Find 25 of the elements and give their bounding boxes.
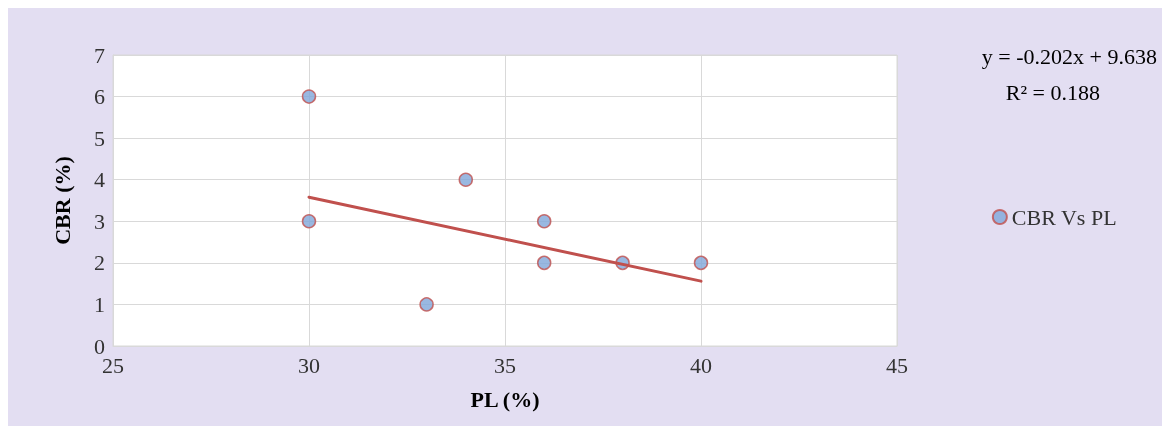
y-tick-label: 6 (94, 84, 105, 110)
y-tick-label: 2 (94, 250, 105, 276)
point (693, 255, 709, 271)
text: y = -0.202x + 9.638 (981, 43, 1157, 69)
x-tick-label: 40 (690, 352, 712, 378)
x-axis-title: PL (%) (470, 386, 540, 412)
point (536, 255, 552, 271)
x-tick-label: 25 (102, 352, 124, 378)
y-tick-label: 5 (94, 125, 105, 151)
y-tick-label: 7 (94, 42, 105, 68)
x-tick-label: 45 (886, 352, 908, 378)
point (458, 172, 474, 187)
y-tick-label: 3 (94, 208, 105, 234)
y-axis-title: CBR (%) (49, 156, 75, 245)
point (301, 214, 317, 229)
y-tick-label: 4 (94, 167, 105, 193)
point (536, 214, 552, 229)
x-tick-label: 35 (494, 352, 516, 378)
legend-label: CBR Vs PL (1011, 204, 1117, 230)
point (301, 89, 317, 104)
point (419, 297, 434, 312)
y-tick-label: 1 (94, 291, 105, 317)
x-tick-label: 30 (298, 352, 320, 378)
y-tick-label: 0 (94, 333, 105, 359)
text: R² = 0.188 (1005, 79, 1101, 105)
